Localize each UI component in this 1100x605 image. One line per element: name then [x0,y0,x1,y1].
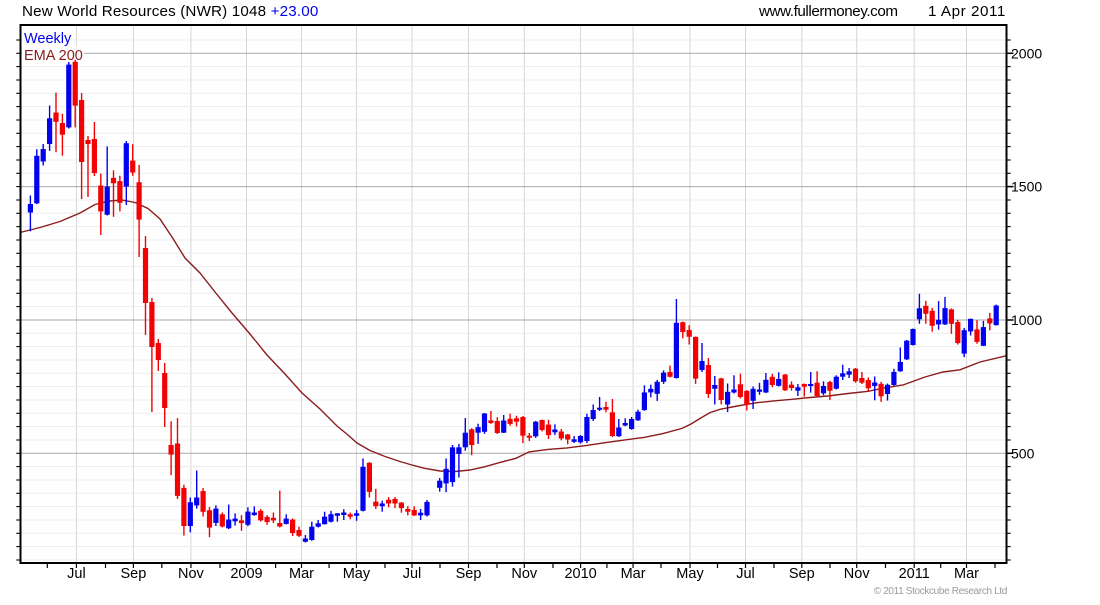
svg-text:May: May [676,566,704,582]
svg-text:Sep: Sep [120,566,146,582]
svg-text:Jul: Jul [403,566,422,582]
svg-text:Mar: Mar [621,566,646,582]
svg-text:Sep: Sep [789,566,815,582]
svg-text:New World Resources (NWR) 1048: New World Resources (NWR) 1048 +23.00 [22,3,318,20]
svg-text:500: 500 [1011,445,1035,461]
svg-text:www.fullermoney.com: www.fullermoney.com [758,3,898,20]
svg-text:Jul: Jul [736,566,755,582]
svg-text:Weekly: Weekly [24,31,72,47]
svg-text:2011: 2011 [899,566,930,582]
svg-text:© 2011 Stockcube Research Ltd: © 2011 Stockcube Research Ltd [874,586,1007,597]
svg-text:2009: 2009 [230,566,262,582]
svg-text:Jul: Jul [67,566,86,582]
svg-text:1 Apr 2011: 1 Apr 2011 [928,3,1006,20]
svg-text:1000: 1000 [1011,312,1042,328]
svg-text:EMA 200: EMA 200 [24,48,83,64]
svg-text:2010: 2010 [564,566,596,582]
svg-text:Mar: Mar [954,566,979,582]
svg-text:Nov: Nov [844,566,871,582]
svg-text:1500: 1500 [1011,179,1042,195]
svg-text:May: May [343,566,371,582]
svg-text:2000: 2000 [1011,45,1042,61]
svg-text:Nov: Nov [178,566,205,582]
svg-text:Sep: Sep [456,566,482,582]
svg-text:Mar: Mar [289,566,314,582]
svg-text:Nov: Nov [511,566,538,582]
